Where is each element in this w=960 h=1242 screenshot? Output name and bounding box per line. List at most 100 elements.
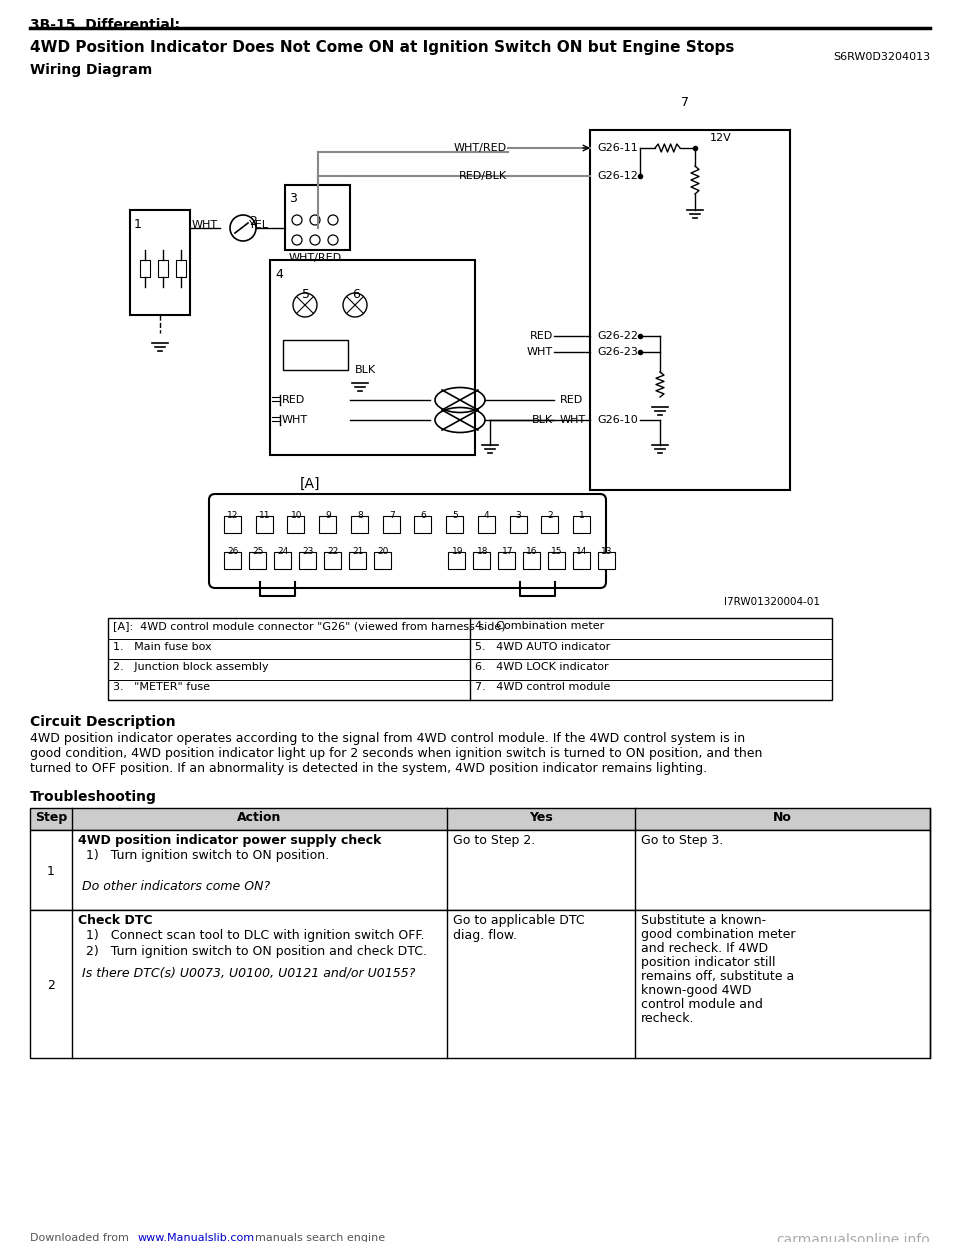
Bar	[224, 515, 241, 533]
Text: 1: 1	[579, 510, 585, 519]
Text: 4.   Combination meter: 4. Combination meter	[475, 621, 604, 631]
Text: 16: 16	[526, 546, 538, 555]
Text: 5: 5	[302, 288, 310, 301]
Text: 13: 13	[601, 546, 612, 555]
Text: 11: 11	[259, 510, 271, 519]
Bar	[176, 260, 186, 277]
Bar	[348, 551, 366, 569]
Text: [A]:  4WD control module connector "G26" (viewed from harness side): [A]: 4WD control module connector "G26" …	[113, 621, 506, 631]
Bar	[283, 340, 348, 370]
Text: carmanualsonline.info: carmanualsonline.info	[777, 1233, 930, 1242]
Text: control module and: control module and	[641, 999, 763, 1011]
Text: 8: 8	[357, 510, 363, 519]
Text: Go to applicable DTC
diag. flow.: Go to applicable DTC diag. flow.	[453, 914, 585, 941]
Text: 4WD position indicator operates according to the signal from 4WD control module.: 4WD position indicator operates accordin…	[30, 732, 762, 775]
Text: Action: Action	[237, 811, 281, 823]
Text: G26-10: G26-10	[597, 415, 637, 425]
Bar	[590, 130, 790, 491]
Text: manuals search engine: manuals search engine	[248, 1233, 385, 1242]
Text: 25: 25	[252, 546, 264, 555]
Text: 26: 26	[228, 546, 239, 555]
Text: 23: 23	[302, 546, 314, 555]
Bar	[448, 551, 466, 569]
Text: 1.   Main fuse box: 1. Main fuse box	[113, 642, 211, 652]
Text: 12: 12	[228, 510, 239, 519]
FancyBboxPatch shape	[209, 494, 606, 587]
Text: Yes: Yes	[529, 811, 553, 823]
Text: www.Manualslib.com: www.Manualslib.com	[138, 1233, 255, 1242]
Bar	[541, 515, 559, 533]
Text: 4: 4	[275, 268, 283, 281]
Text: 22: 22	[327, 546, 338, 555]
Bar	[373, 551, 391, 569]
Text: 2.   Junction block assembly: 2. Junction block assembly	[113, 662, 269, 672]
Text: 1: 1	[47, 864, 55, 878]
Text: Circuit Description: Circuit Description	[30, 715, 176, 729]
Text: 24: 24	[277, 546, 289, 555]
Text: 19: 19	[451, 546, 463, 555]
Text: 1: 1	[134, 219, 142, 231]
Text: Step: Step	[35, 811, 67, 823]
Text: 3: 3	[289, 193, 297, 205]
Text: S6RW0D3204013: S6RW0D3204013	[833, 52, 930, 62]
Text: 6: 6	[420, 510, 426, 519]
Text: Wiring Diagram: Wiring Diagram	[30, 63, 153, 77]
Text: 4: 4	[484, 510, 490, 519]
Text: WHT: WHT	[192, 220, 218, 230]
Bar	[287, 515, 304, 533]
Bar	[478, 515, 494, 533]
Text: 17: 17	[501, 546, 513, 555]
Bar	[446, 515, 463, 533]
Bar	[498, 551, 516, 569]
Text: RED: RED	[530, 332, 553, 342]
Text: 7: 7	[681, 96, 689, 109]
Text: known-good 4WD: known-good 4WD	[641, 984, 752, 997]
Bar	[274, 551, 291, 569]
Text: 21: 21	[352, 546, 363, 555]
Text: Go to Step 3.: Go to Step 3.	[641, 833, 723, 847]
Text: Is there DTC(s) U0073, U0100, U0121 and/or U0155?: Is there DTC(s) U0073, U0100, U0121 and/…	[82, 966, 416, 979]
Text: Downloaded from: Downloaded from	[30, 1233, 132, 1242]
Text: WHT: WHT	[282, 415, 308, 425]
Text: remains off, substitute a: remains off, substitute a	[641, 970, 794, 982]
Text: 6: 6	[352, 288, 360, 301]
Text: WHT: WHT	[527, 347, 553, 356]
Text: 1)   Turn ignition switch to ON position.: 1) Turn ignition switch to ON position.	[86, 850, 329, 862]
Text: I7RW01320004-01: I7RW01320004-01	[724, 597, 820, 607]
Bar	[523, 551, 540, 569]
Bar	[30, 809, 930, 830]
Text: 5: 5	[452, 510, 458, 519]
Text: G26-11: G26-11	[597, 143, 637, 153]
Text: 3B-15  Differential:: 3B-15 Differential:	[30, 17, 180, 32]
Text: position indicator still: position indicator still	[641, 956, 776, 969]
Bar	[510, 515, 526, 533]
Bar	[299, 551, 316, 569]
Bar	[415, 515, 431, 533]
Bar	[255, 515, 273, 533]
Text: No: No	[773, 811, 792, 823]
Text: G26-22: G26-22	[597, 332, 638, 342]
Text: 1)   Connect scan tool to DLC with ignition switch OFF.: 1) Connect scan tool to DLC with ignitio…	[86, 929, 424, 941]
Text: BLK: BLK	[532, 415, 553, 425]
Text: RED: RED	[282, 395, 305, 405]
Text: 15: 15	[551, 546, 563, 555]
Text: WHT/RED: WHT/RED	[289, 253, 342, 263]
Text: 2: 2	[47, 979, 55, 992]
Bar	[383, 515, 399, 533]
Text: 18: 18	[476, 546, 488, 555]
Text: 9: 9	[325, 510, 331, 519]
Text: 3.   "METER" fuse: 3. "METER" fuse	[113, 683, 210, 693]
Bar	[108, 619, 832, 700]
Bar	[548, 551, 565, 569]
Text: 3: 3	[516, 510, 521, 519]
Text: [A]: [A]	[300, 477, 321, 491]
Bar	[573, 551, 590, 569]
Text: 6.   4WD LOCK indicator: 6. 4WD LOCK indicator	[475, 662, 609, 672]
Text: G26-12: G26-12	[597, 171, 637, 181]
Bar	[285, 185, 350, 250]
Text: and recheck. If 4WD: and recheck. If 4WD	[641, 941, 768, 955]
Bar	[224, 551, 241, 569]
Bar	[30, 830, 930, 910]
Bar	[473, 551, 491, 569]
Text: WHT: WHT	[560, 415, 587, 425]
